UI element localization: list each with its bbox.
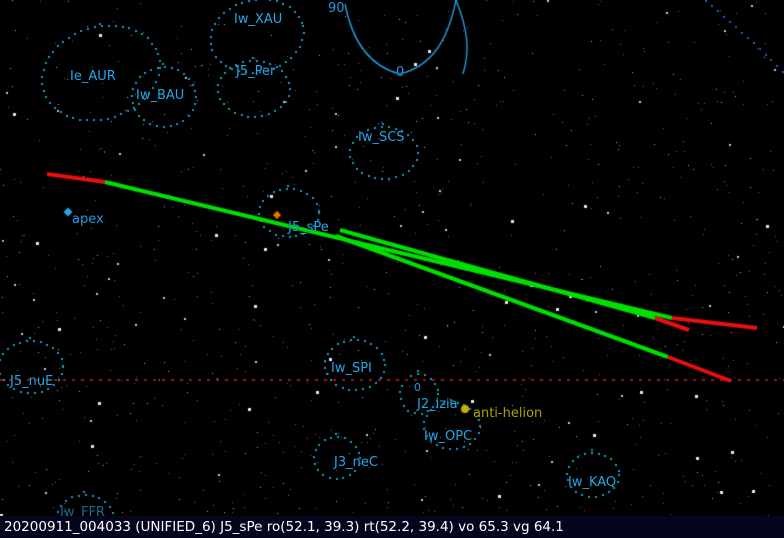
label-grid-0-top[interactable]: 0 xyxy=(396,65,405,80)
label-j5-per[interactable]: J5_Per xyxy=(236,64,276,79)
label-apex[interactable]: apex xyxy=(72,212,104,227)
label-j2-izia[interactable]: J2_izia xyxy=(417,397,458,412)
label-j5-nue[interactable]: J5_nuE xyxy=(10,374,54,389)
label-j3-nec[interactable]: J3_neC xyxy=(334,455,378,470)
label-iw-xau[interactable]: Iw_XAU xyxy=(234,12,283,27)
label-j5-spe[interactable]: J5_sPe xyxy=(288,220,329,235)
label-iw-kaq[interactable]: Iw_KAQ xyxy=(568,475,617,490)
label-iw-opc[interactable]: Iw_OPC xyxy=(424,429,473,444)
status-bar: 20200911_004033 (UNIFIED_6) J5_sPe ro(52… xyxy=(0,516,784,538)
label-grid-90[interactable]: 90 xyxy=(328,1,345,16)
label-anti-helion[interactable]: anti-helion xyxy=(473,406,543,421)
label-ie-aur[interactable]: Ie_AUR xyxy=(70,69,116,84)
label-grid-0-bottom[interactable]: 0 xyxy=(414,381,421,394)
label-clipped-bottom[interactable]: Iw_FFR xyxy=(60,505,105,520)
label-iw-bau[interactable]: Iw_BAU xyxy=(136,88,185,103)
label-iw-scs[interactable]: Iw_SCS xyxy=(358,130,405,145)
label-iw-spi[interactable]: Iw_SPI xyxy=(331,361,372,376)
